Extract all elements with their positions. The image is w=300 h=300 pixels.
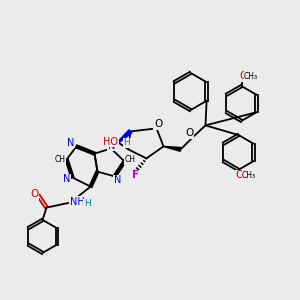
Text: F: F [132,170,139,180]
Text: CH: CH [55,155,66,164]
Text: N: N [68,138,75,148]
Text: CH₃: CH₃ [244,72,258,81]
Text: O: O [30,189,38,199]
Text: O: O [154,119,162,129]
Text: NH: NH [70,197,85,207]
Text: O: O [239,71,247,81]
Polygon shape [164,146,181,151]
Text: N: N [108,140,115,151]
Text: N: N [114,175,121,185]
Text: O: O [236,170,244,180]
Text: H: H [124,138,130,147]
Text: CH₃: CH₃ [242,171,256,180]
Text: N: N [63,174,70,184]
Polygon shape [111,130,132,148]
Text: O: O [185,128,193,138]
Text: H: H [84,200,90,208]
Text: CH: CH [124,155,135,164]
Text: HO: HO [103,136,118,147]
